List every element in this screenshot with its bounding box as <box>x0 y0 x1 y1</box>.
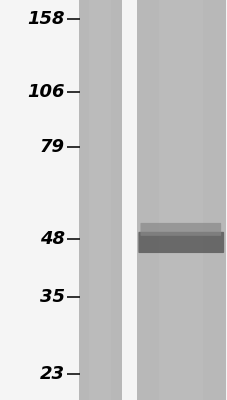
Text: 79: 79 <box>40 138 65 156</box>
Text: 158: 158 <box>27 10 65 28</box>
Bar <box>158 0 202 400</box>
Text: 35: 35 <box>40 288 65 306</box>
FancyBboxPatch shape <box>140 223 220 236</box>
Text: 48: 48 <box>40 230 65 248</box>
Bar <box>136 0 225 400</box>
Text: 23: 23 <box>40 365 65 383</box>
Text: 106: 106 <box>27 84 65 102</box>
FancyBboxPatch shape <box>138 232 223 253</box>
Bar <box>78 0 121 400</box>
Bar <box>89 0 111 400</box>
